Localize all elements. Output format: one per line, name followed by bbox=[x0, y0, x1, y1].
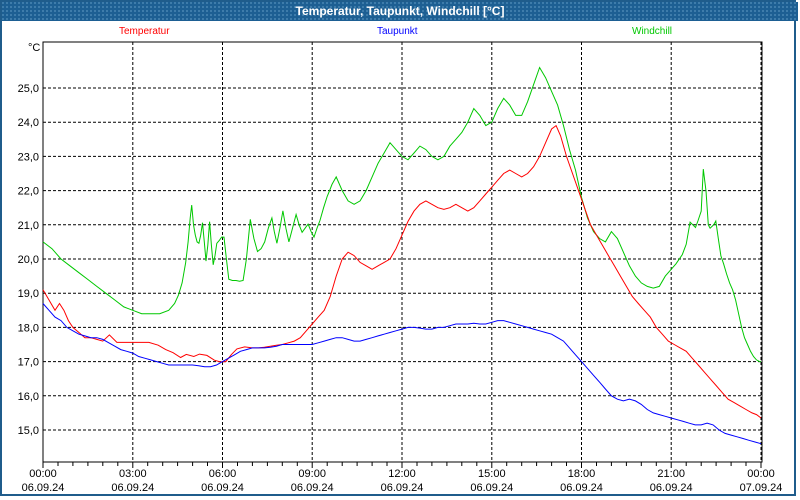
svg-text:20,0: 20,0 bbox=[18, 254, 39, 266]
svg-text:06.09.24: 06.09.24 bbox=[650, 482, 693, 494]
svg-text:06.09.24: 06.09.24 bbox=[381, 482, 424, 494]
svg-text:06.09.24: 06.09.24 bbox=[111, 482, 154, 494]
svg-text:06.09.24: 06.09.24 bbox=[22, 482, 65, 494]
svg-text:15:00: 15:00 bbox=[478, 468, 506, 480]
svg-text:°C: °C bbox=[28, 42, 40, 54]
svg-text:07.09.24: 07.09.24 bbox=[740, 482, 783, 494]
svg-text:16,0: 16,0 bbox=[18, 391, 39, 403]
svg-text:17,0: 17,0 bbox=[18, 357, 39, 369]
svg-text:00:00: 00:00 bbox=[29, 468, 57, 480]
svg-text:06:00: 06:00 bbox=[209, 468, 237, 480]
svg-text:06.09.24: 06.09.24 bbox=[560, 482, 603, 494]
svg-text:12:00: 12:00 bbox=[388, 468, 416, 480]
svg-text:21:00: 21:00 bbox=[657, 468, 685, 480]
svg-text:23,0: 23,0 bbox=[18, 151, 39, 163]
svg-text:06.09.24: 06.09.24 bbox=[470, 482, 513, 494]
svg-text:06.09.24: 06.09.24 bbox=[291, 482, 334, 494]
svg-text:18,0: 18,0 bbox=[18, 322, 39, 334]
svg-text:19,0: 19,0 bbox=[18, 288, 39, 300]
svg-text:18:00: 18:00 bbox=[568, 468, 596, 480]
svg-text:00:00: 00:00 bbox=[747, 468, 775, 480]
svg-text:15,0: 15,0 bbox=[18, 425, 39, 437]
svg-text:06.09.24: 06.09.24 bbox=[201, 482, 244, 494]
svg-text:22,0: 22,0 bbox=[18, 186, 39, 198]
svg-text:21,0: 21,0 bbox=[18, 220, 39, 232]
svg-text:03:00: 03:00 bbox=[119, 468, 147, 480]
svg-text:09:00: 09:00 bbox=[298, 468, 326, 480]
svg-text:24,0: 24,0 bbox=[18, 117, 39, 129]
svg-text:25,0: 25,0 bbox=[18, 83, 39, 95]
